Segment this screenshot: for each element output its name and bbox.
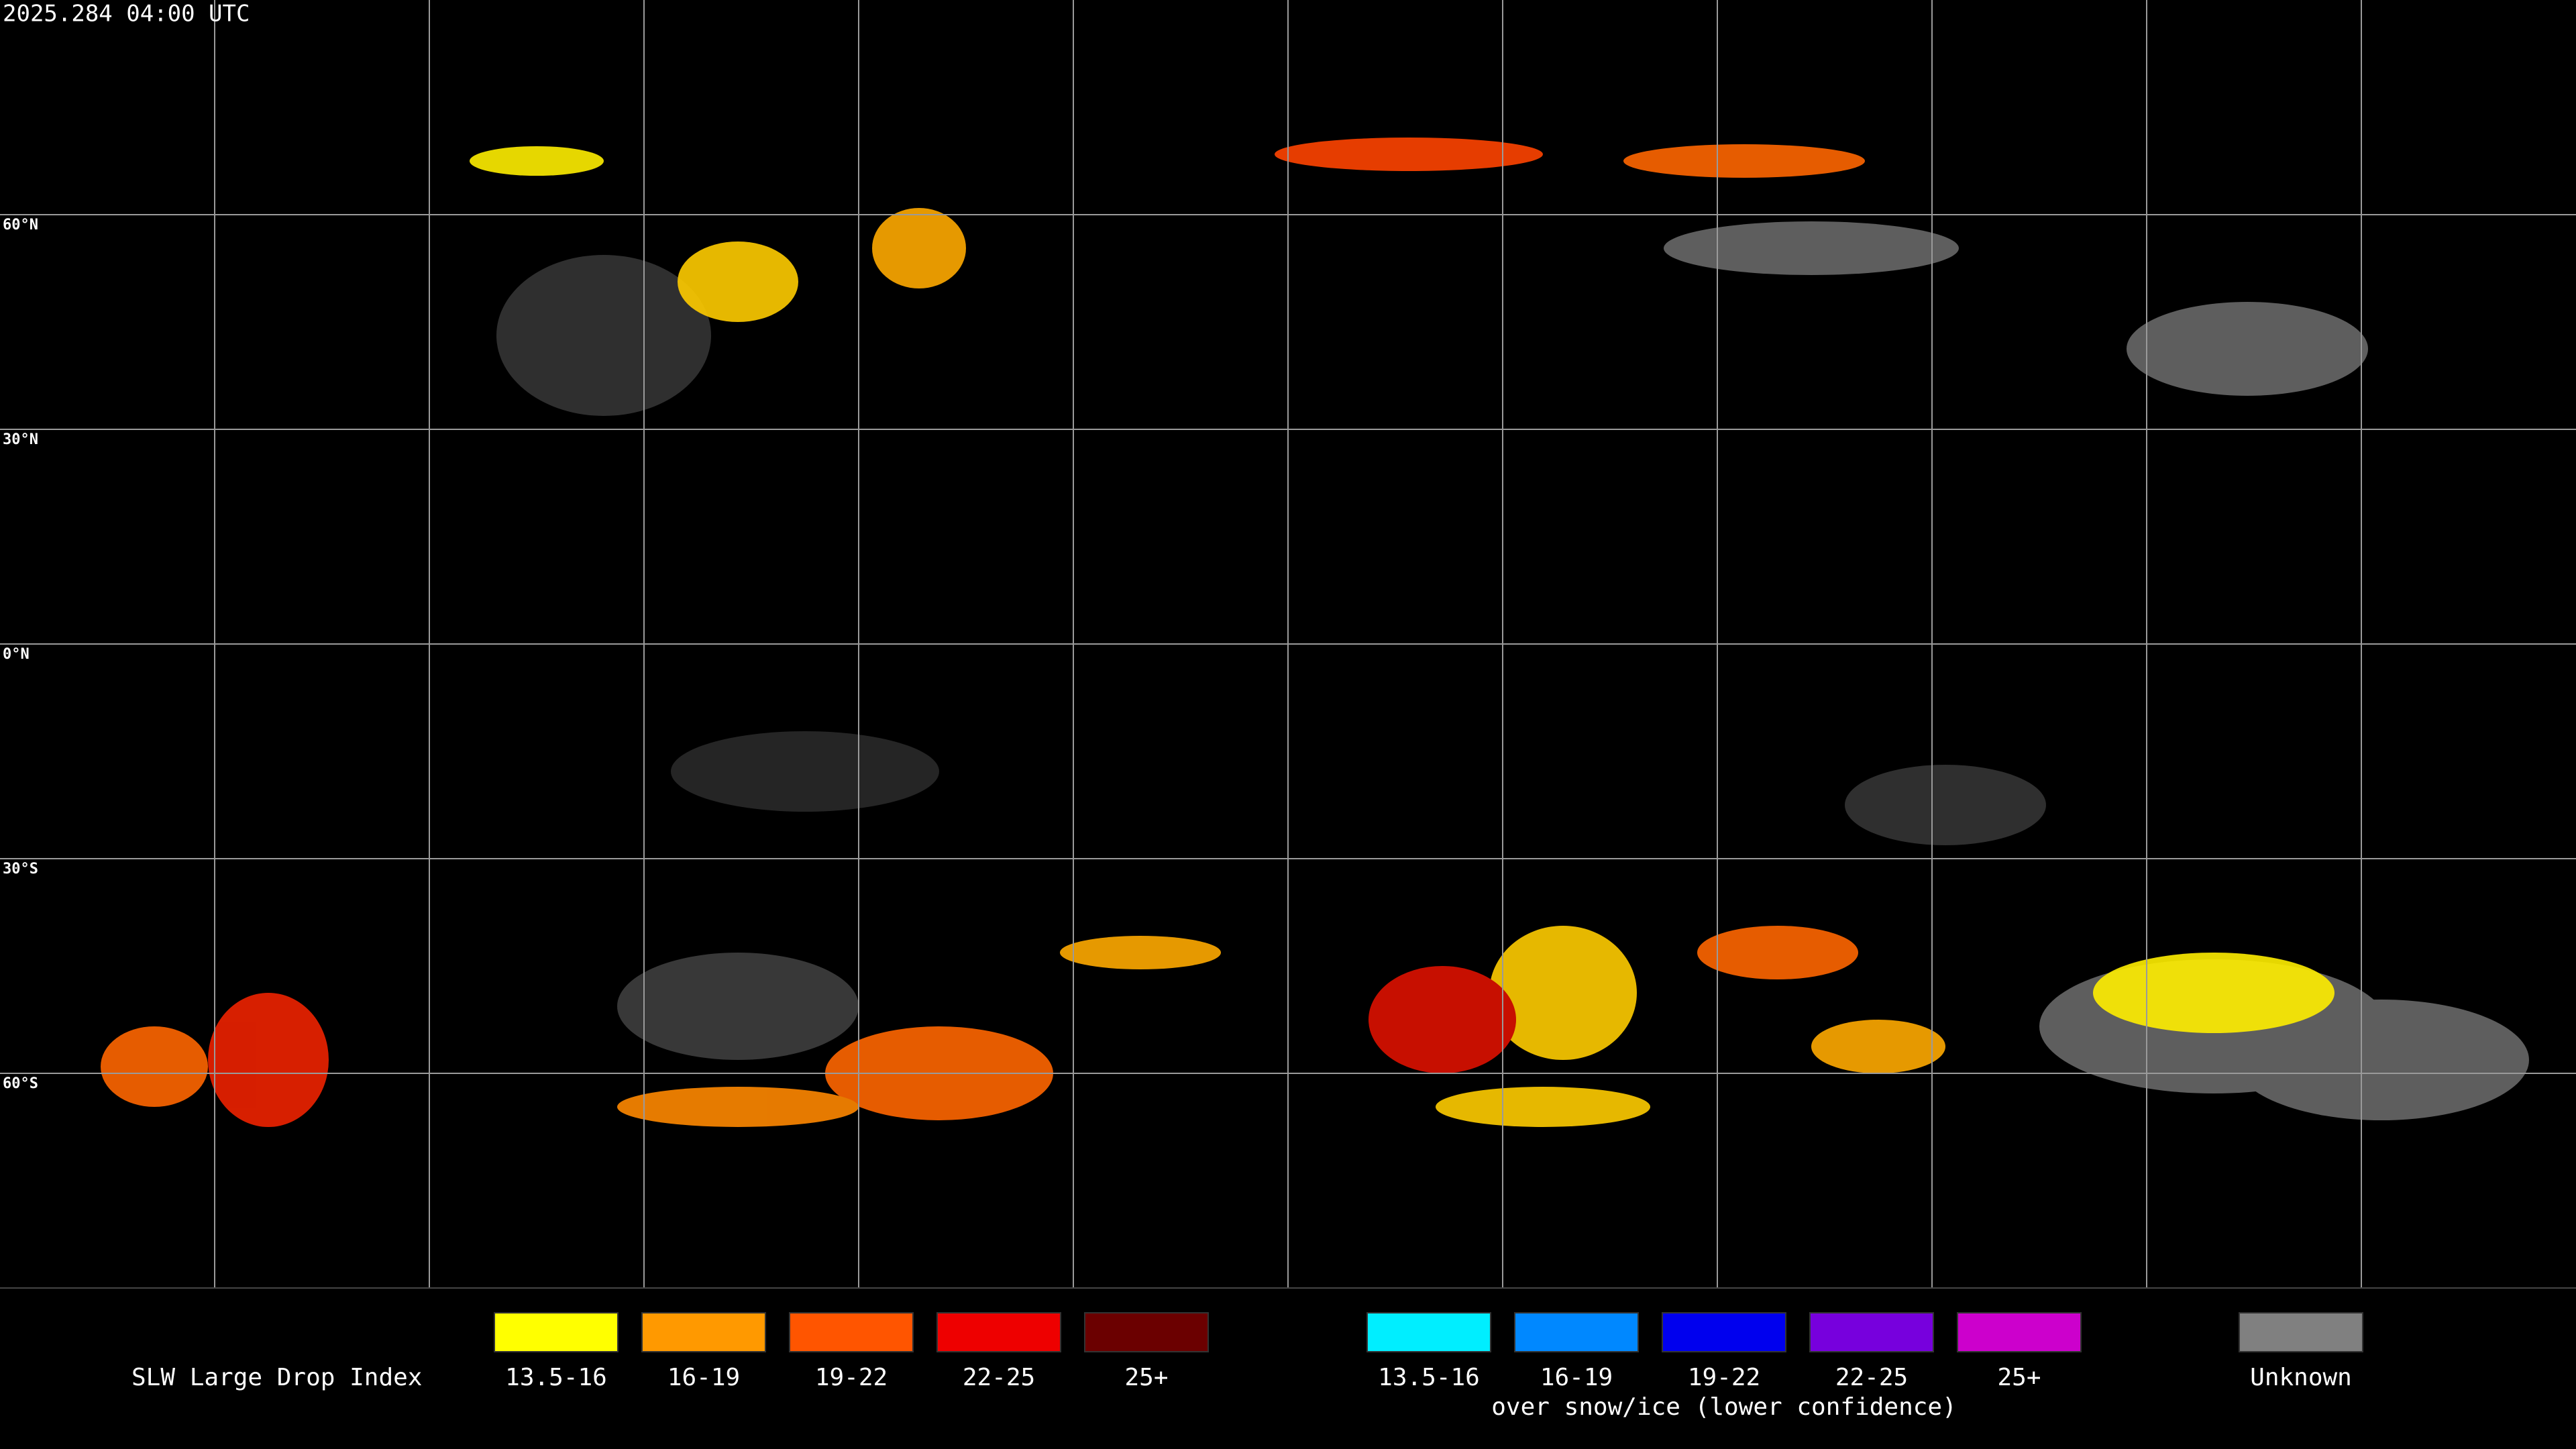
legend-label: 25+ [1997,1364,2041,1391]
legend: SLW Large Drop Index 13.5-16 16-19 19-22 22-… [131,1312,2363,1421]
latitude-label: 60°S [3,1075,38,1092]
legend-swatch [1809,1312,1934,1352]
legend-label: 22-25 [1835,1364,1908,1391]
legend-swatch [494,1312,619,1352]
legend-label: 13.5-16 [1378,1364,1480,1391]
latitude-label: 0°N [3,646,30,663]
legend-label: 22-25 [963,1364,1035,1391]
latitude-label: 60°N [3,217,38,233]
legend-swatch [1514,1312,1639,1352]
latitude-label: 30°S [3,861,38,877]
graticule [0,0,2576,1288]
legend-caption: over snow/ice (lower confidence) [1491,1393,1957,1421]
legend-swatch [1366,1312,1491,1352]
legend-title: SLW Large Drop Index [131,1364,422,1391]
legend-label: 16-19 [667,1364,740,1391]
cloud-layer [101,138,2529,1127]
legend-label: Unknown [2250,1364,2352,1391]
legend-swatch [1957,1312,2082,1352]
legend-label: 25+ [1124,1364,1168,1391]
legend-swatch [641,1312,766,1352]
legend-label: 16-19 [1540,1364,1613,1391]
legend-label: 19-22 [815,1364,888,1391]
latitude-labels: 60°N 30°N 0°N 30°S 60°S [3,217,38,1092]
timestamp: 2025.284 04:00 UTC [3,1,250,28]
legend-swatch [2239,1312,2363,1352]
legend-label: 13.5-16 [505,1364,607,1391]
latitude-label: 30°N [3,431,38,448]
legend-swatch [789,1312,914,1352]
legend-swatch [936,1312,1061,1352]
legend-label: 19-22 [1688,1364,1760,1391]
legend-swatch [1662,1312,1786,1352]
legend-swatch [1084,1312,1209,1352]
